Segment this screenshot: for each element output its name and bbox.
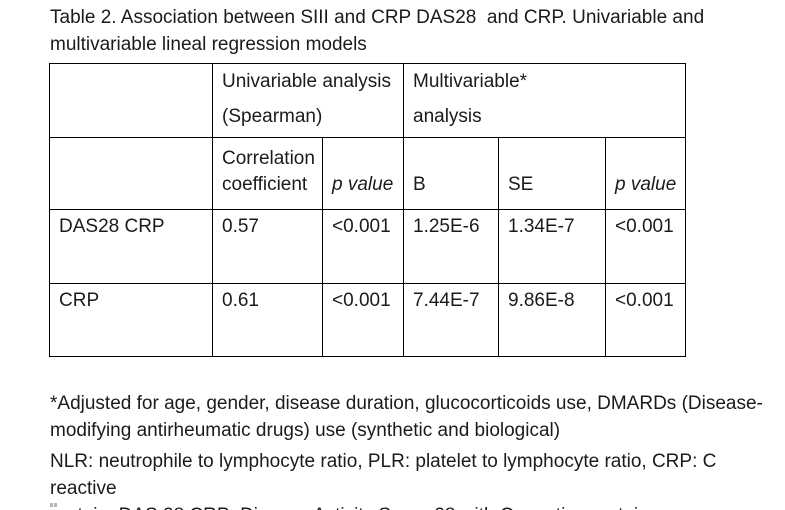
header-standard-error: SE [498,137,606,210]
table-caption-line-2: multivariable lineal regression models [50,34,367,55]
table-column-header-row: Correlation coefficient p value B SE p v… [49,137,687,210]
header-correlation-coefficient: Correlation coefficient [212,137,323,210]
cell-b-value: 7.44E-7 [403,283,499,357]
cutoff-text-fragment [50,503,53,507]
footnote-abbreviations-line-1: NLR: neutrophile to lymphocyte ratio, PL… [50,451,722,499]
cell-row-label: CRP [49,283,213,357]
header-correlation-line-1: Correlation [222,148,315,169]
header-multivariable-analysis: Multivariable* analysis [402,63,687,138]
footnote-adjustment: *Adjusted for age, gender, disease durat… [50,390,766,444]
cell-empty-top-left [49,63,213,138]
header-univariable-analysis: Univariable analysis (Spearman) [212,63,404,138]
table-caption: Table 2. Association between SIII and CR… [50,4,766,58]
table-row-crp: CRP 0.61 <0.001 7.44E-7 9.86E-8 <0.001 [49,283,687,357]
footnote-abbreviations: NLR: neutrophile to lymphocyte ratio, PL… [50,448,766,510]
cell-correlation-value: 0.57 [212,209,323,284]
header-p-value-univariable: p value [322,137,404,210]
header-univariable-line-1: Univariable analysis [222,71,391,92]
cell-correlation-value: 0.61 [212,283,323,357]
header-correlation-line-2: coefficient [222,174,308,195]
cell-se-value: 1.34E-7 [498,209,606,284]
header-univariable-line-2: (Spearman) [222,106,323,127]
regression-table: Univariable analysis (Spearman) Multivar… [49,63,687,357]
footnote-adjustment-line-1: *Adjusted for age, gender, disease durat… [50,393,763,414]
footnote-adjustment-line-2: modifying antirheumatic drugs) use (synt… [50,420,561,441]
cell-p-value-multivariable: <0.001 [604,283,687,357]
table-group-header-row: Univariable analysis (Spearman) Multivar… [49,63,687,138]
cell-b-value: 1.25E-6 [403,209,499,284]
cell-empty-row2 [49,137,213,210]
header-b-coefficient: B [403,137,499,210]
footnote-abbreviations-line-2: protein, DAS 28 CRP: Disease Activity Sc… [50,502,766,510]
header-multivariable-line-2: analysis [413,106,482,127]
cell-p-value-univariable: <0.001 [322,209,404,284]
cutoff-text-fragment [54,503,57,507]
table-row-das28-crp: DAS28 CRP 0.57 <0.001 1.25E-6 1.34E-7 <0… [49,209,687,284]
cell-se-value: 9.86E-8 [498,283,606,357]
cell-row-label: DAS28 CRP [49,209,213,284]
cell-p-value-univariable: <0.001 [322,283,404,357]
cell-p-value-multivariable: <0.001 [604,209,687,284]
header-p-value-multivariable: p value [604,137,687,210]
table-caption-line-1: Table 2. Association between SIII and CR… [50,7,705,28]
header-multivariable-line-1: Multivariable* [413,71,528,92]
